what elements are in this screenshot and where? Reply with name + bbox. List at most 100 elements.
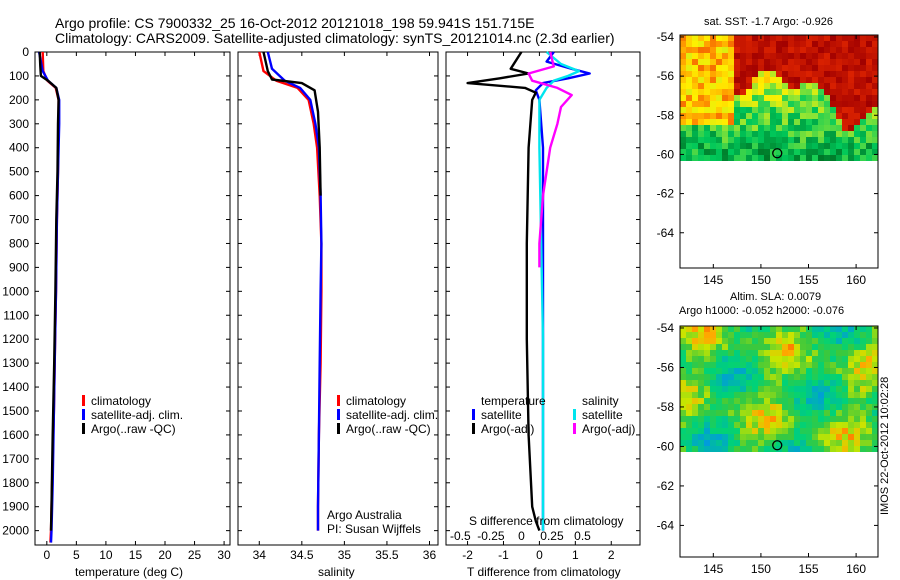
heatmap-cell — [782, 41, 788, 47]
legend-group-title: temperature — [481, 394, 546, 408]
heatmap-cell — [704, 326, 710, 332]
heatmap-cell — [872, 422, 878, 428]
heatmap-cell — [830, 89, 836, 95]
heatmap-cell — [836, 398, 842, 404]
heatmap-cell — [872, 374, 878, 380]
heatmap-cell — [740, 428, 746, 434]
heatmap-cell — [818, 41, 824, 47]
heatmap-cell — [788, 65, 794, 71]
heatmap-cell — [794, 368, 800, 374]
heatmap-cell — [782, 119, 788, 125]
heatmap-cell — [716, 59, 722, 65]
heatmap-cell — [764, 350, 770, 356]
heatmap-cell — [812, 53, 818, 59]
heatmap-cell — [836, 149, 842, 155]
heatmap-cell — [722, 89, 728, 95]
heatmap-cell — [704, 35, 710, 41]
heatmap-cell — [800, 95, 806, 101]
heatmap-cell — [872, 107, 878, 113]
heatmap-cell — [710, 416, 716, 422]
heatmap-cell — [698, 410, 704, 416]
heatmap-cell — [818, 416, 824, 422]
heatmap-cell — [722, 77, 728, 83]
heatmap-cell — [764, 119, 770, 125]
heatmap-cell — [686, 338, 692, 344]
heatmap-cell — [716, 374, 722, 380]
y-tick-label: 1200 — [2, 332, 29, 346]
heatmap-cell — [866, 404, 872, 410]
heatmap-cell — [812, 107, 818, 113]
heatmap-cell — [770, 338, 776, 344]
heatmap-cell — [746, 143, 752, 149]
heatmap-cell — [812, 404, 818, 410]
heatmap-cell — [734, 35, 740, 41]
heatmap-cell — [782, 77, 788, 83]
heatmap-cell — [710, 119, 716, 125]
heatmap-cell — [842, 446, 848, 452]
heatmap-cell — [824, 119, 830, 125]
heatmap-cell — [776, 404, 782, 410]
heatmap-cell — [728, 380, 734, 386]
heatmap-cell — [722, 362, 728, 368]
heatmap-cell — [848, 83, 854, 89]
heatmap-cell — [830, 386, 836, 392]
heatmap-cell — [842, 374, 848, 380]
heatmap-cell — [722, 326, 728, 332]
heatmap-cell — [812, 344, 818, 350]
heatmap-cell — [818, 143, 824, 149]
heatmap-cell — [734, 350, 740, 356]
heatmap-cell — [740, 362, 746, 368]
heatmap-cell — [818, 89, 824, 95]
heatmap-cell — [680, 356, 686, 362]
heatmap-cell — [800, 71, 806, 77]
heatmap-cell — [710, 113, 716, 119]
heatmap-cell — [860, 434, 866, 440]
heatmap-cell — [710, 344, 716, 350]
heatmap-cell — [836, 410, 842, 416]
heatmap-cell — [716, 77, 722, 83]
heatmap-cell — [812, 89, 818, 95]
heatmap-cell — [752, 149, 758, 155]
heatmap-cell — [812, 65, 818, 71]
heatmap-cell — [692, 101, 698, 107]
heatmap-cell — [872, 392, 878, 398]
heatmap-cell — [818, 398, 824, 404]
heatmap-cell — [806, 41, 812, 47]
heatmap-cell — [752, 422, 758, 428]
heatmap-cell — [722, 440, 728, 446]
heatmap-cell — [794, 113, 800, 119]
heatmap-cell — [776, 422, 782, 428]
heatmap-cell — [854, 113, 860, 119]
heatmap-cell — [740, 155, 746, 161]
x-tick-label: 35.5 — [375, 548, 399, 562]
heatmap-cell — [836, 83, 842, 89]
heatmap-cell — [686, 107, 692, 113]
heatmap-cell — [722, 422, 728, 428]
heatmap-cell — [854, 137, 860, 143]
heatmap-cell — [734, 380, 740, 386]
heatmap-cell — [746, 35, 752, 41]
heatmap-cell — [788, 35, 794, 41]
heatmap-cell — [764, 380, 770, 386]
heatmap-cell — [728, 71, 734, 77]
heatmap-cell — [728, 149, 734, 155]
heatmap-cell — [722, 398, 728, 404]
heatmap-cell — [854, 422, 860, 428]
y-tick-label: 1700 — [2, 452, 29, 466]
heatmap-cell — [848, 35, 854, 41]
heatmap-cell — [818, 440, 824, 446]
map-y-tick-label: -56 — [657, 69, 675, 83]
heatmap-cell — [788, 368, 794, 374]
salinity-legend: climatology satellite-adj. clim. Argo(..… — [337, 394, 438, 436]
heatmap-cell — [680, 350, 686, 356]
heatmap-cell — [842, 65, 848, 71]
heatmap-cell — [830, 101, 836, 107]
heatmap-cell — [818, 119, 824, 125]
heatmap-cell — [872, 356, 878, 362]
heatmap-cell — [704, 143, 710, 149]
heatmap-cell — [830, 149, 836, 155]
heatmap-cell — [788, 434, 794, 440]
heatmap-cell — [776, 125, 782, 131]
y-tick-label: 1800 — [2, 476, 29, 490]
heatmap-cell — [764, 332, 770, 338]
